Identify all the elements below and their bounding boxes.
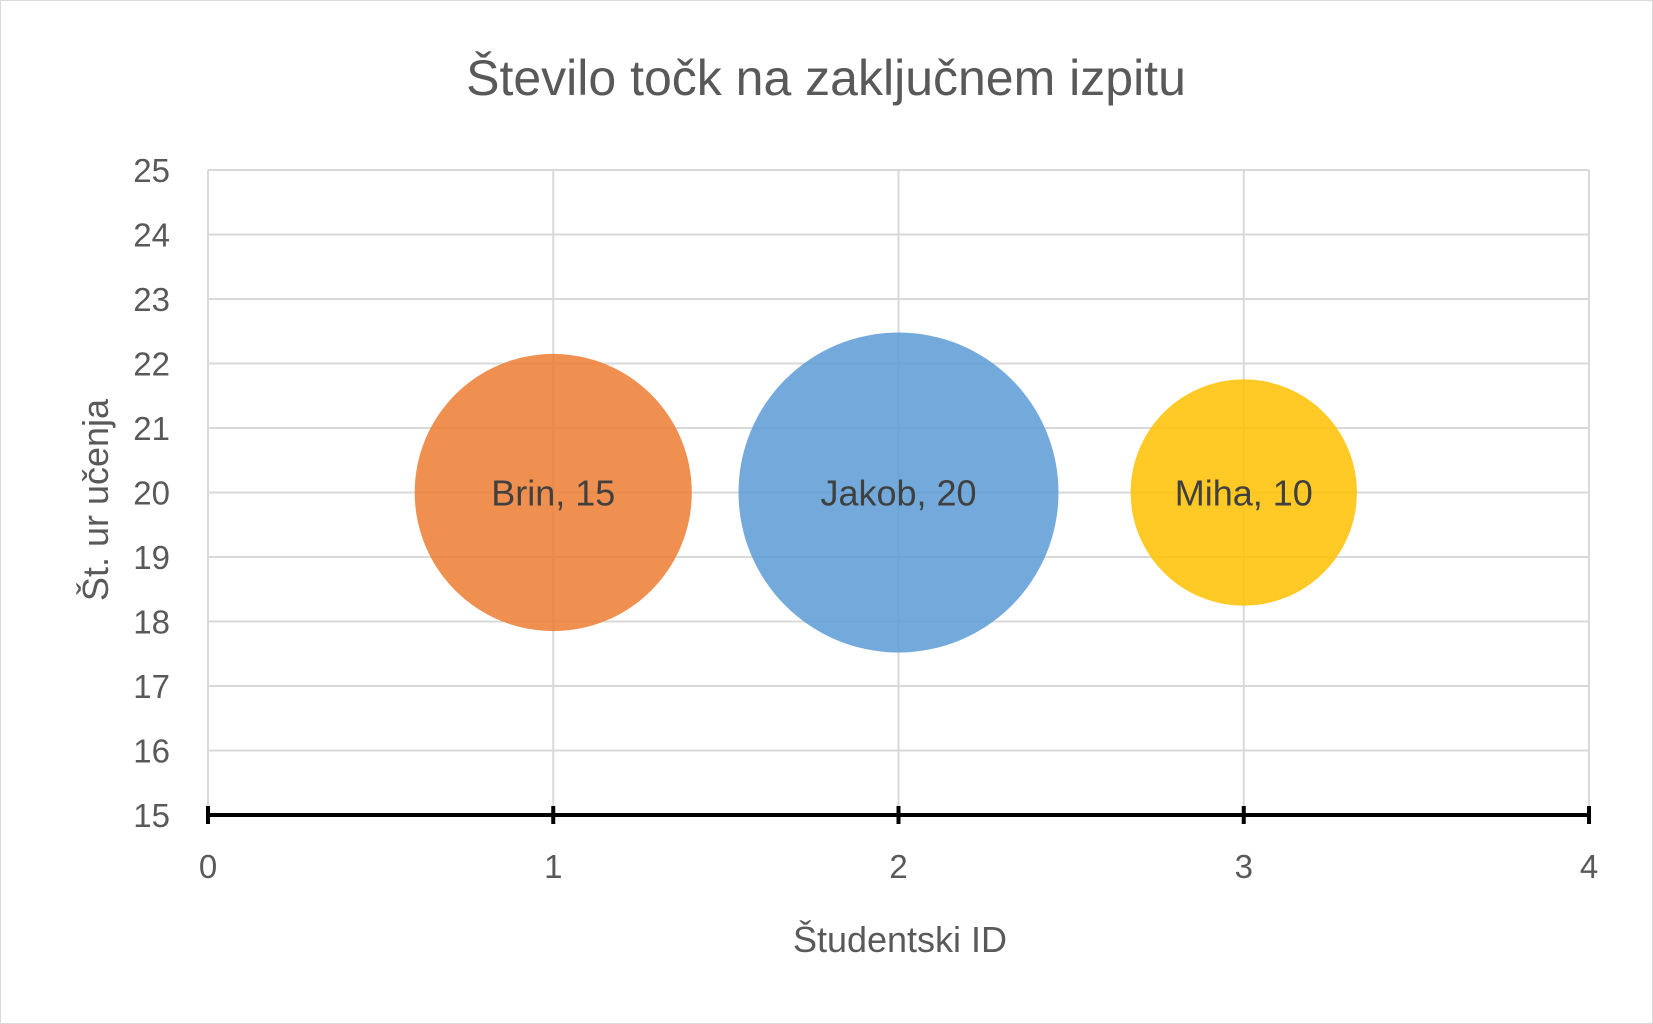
y-tick-label-23: 23 bbox=[133, 281, 170, 318]
data-label-0: Brin, 15 bbox=[491, 473, 615, 514]
y-tick-label-20: 20 bbox=[133, 475, 170, 512]
bubble-2 bbox=[1130, 379, 1357, 606]
chart-title: Število točk na zaključnem izpitu bbox=[466, 50, 1186, 106]
x-tick-label-4: 4 bbox=[1580, 848, 1598, 885]
y-tick-label-18: 18 bbox=[133, 604, 170, 641]
bubble-1 bbox=[738, 332, 1059, 653]
axes bbox=[206, 806, 1591, 824]
y-tick-label-25: 25 bbox=[133, 152, 170, 189]
x-tick-label-2: 2 bbox=[889, 848, 907, 885]
x-tick-label-0: 0 bbox=[199, 848, 217, 885]
y-tick-label-24: 24 bbox=[133, 217, 170, 254]
y-tick-label-21: 21 bbox=[133, 410, 170, 447]
x-tick-label-3: 3 bbox=[1235, 848, 1253, 885]
y-tick-label-16: 16 bbox=[133, 733, 170, 770]
y-tick-label-15: 15 bbox=[133, 797, 170, 834]
x-axis-title: Študentski ID bbox=[793, 919, 1007, 960]
data-label-1: Jakob, 20 bbox=[820, 473, 976, 514]
gridlines bbox=[207, 169, 1590, 815]
y-tick-label-22: 22 bbox=[133, 346, 170, 383]
bubble-0 bbox=[414, 353, 692, 632]
bubbles: Brin, 15 Jakob, 20 Miha, 10 bbox=[414, 332, 1357, 653]
y-tick-label-19: 19 bbox=[133, 539, 170, 576]
data-label-2: Miha, 10 bbox=[1175, 473, 1313, 514]
y-axis-title: Št. ur učenja bbox=[75, 398, 116, 601]
x-tick-label-1: 1 bbox=[544, 848, 562, 885]
y-tick-label-17: 17 bbox=[133, 668, 170, 705]
